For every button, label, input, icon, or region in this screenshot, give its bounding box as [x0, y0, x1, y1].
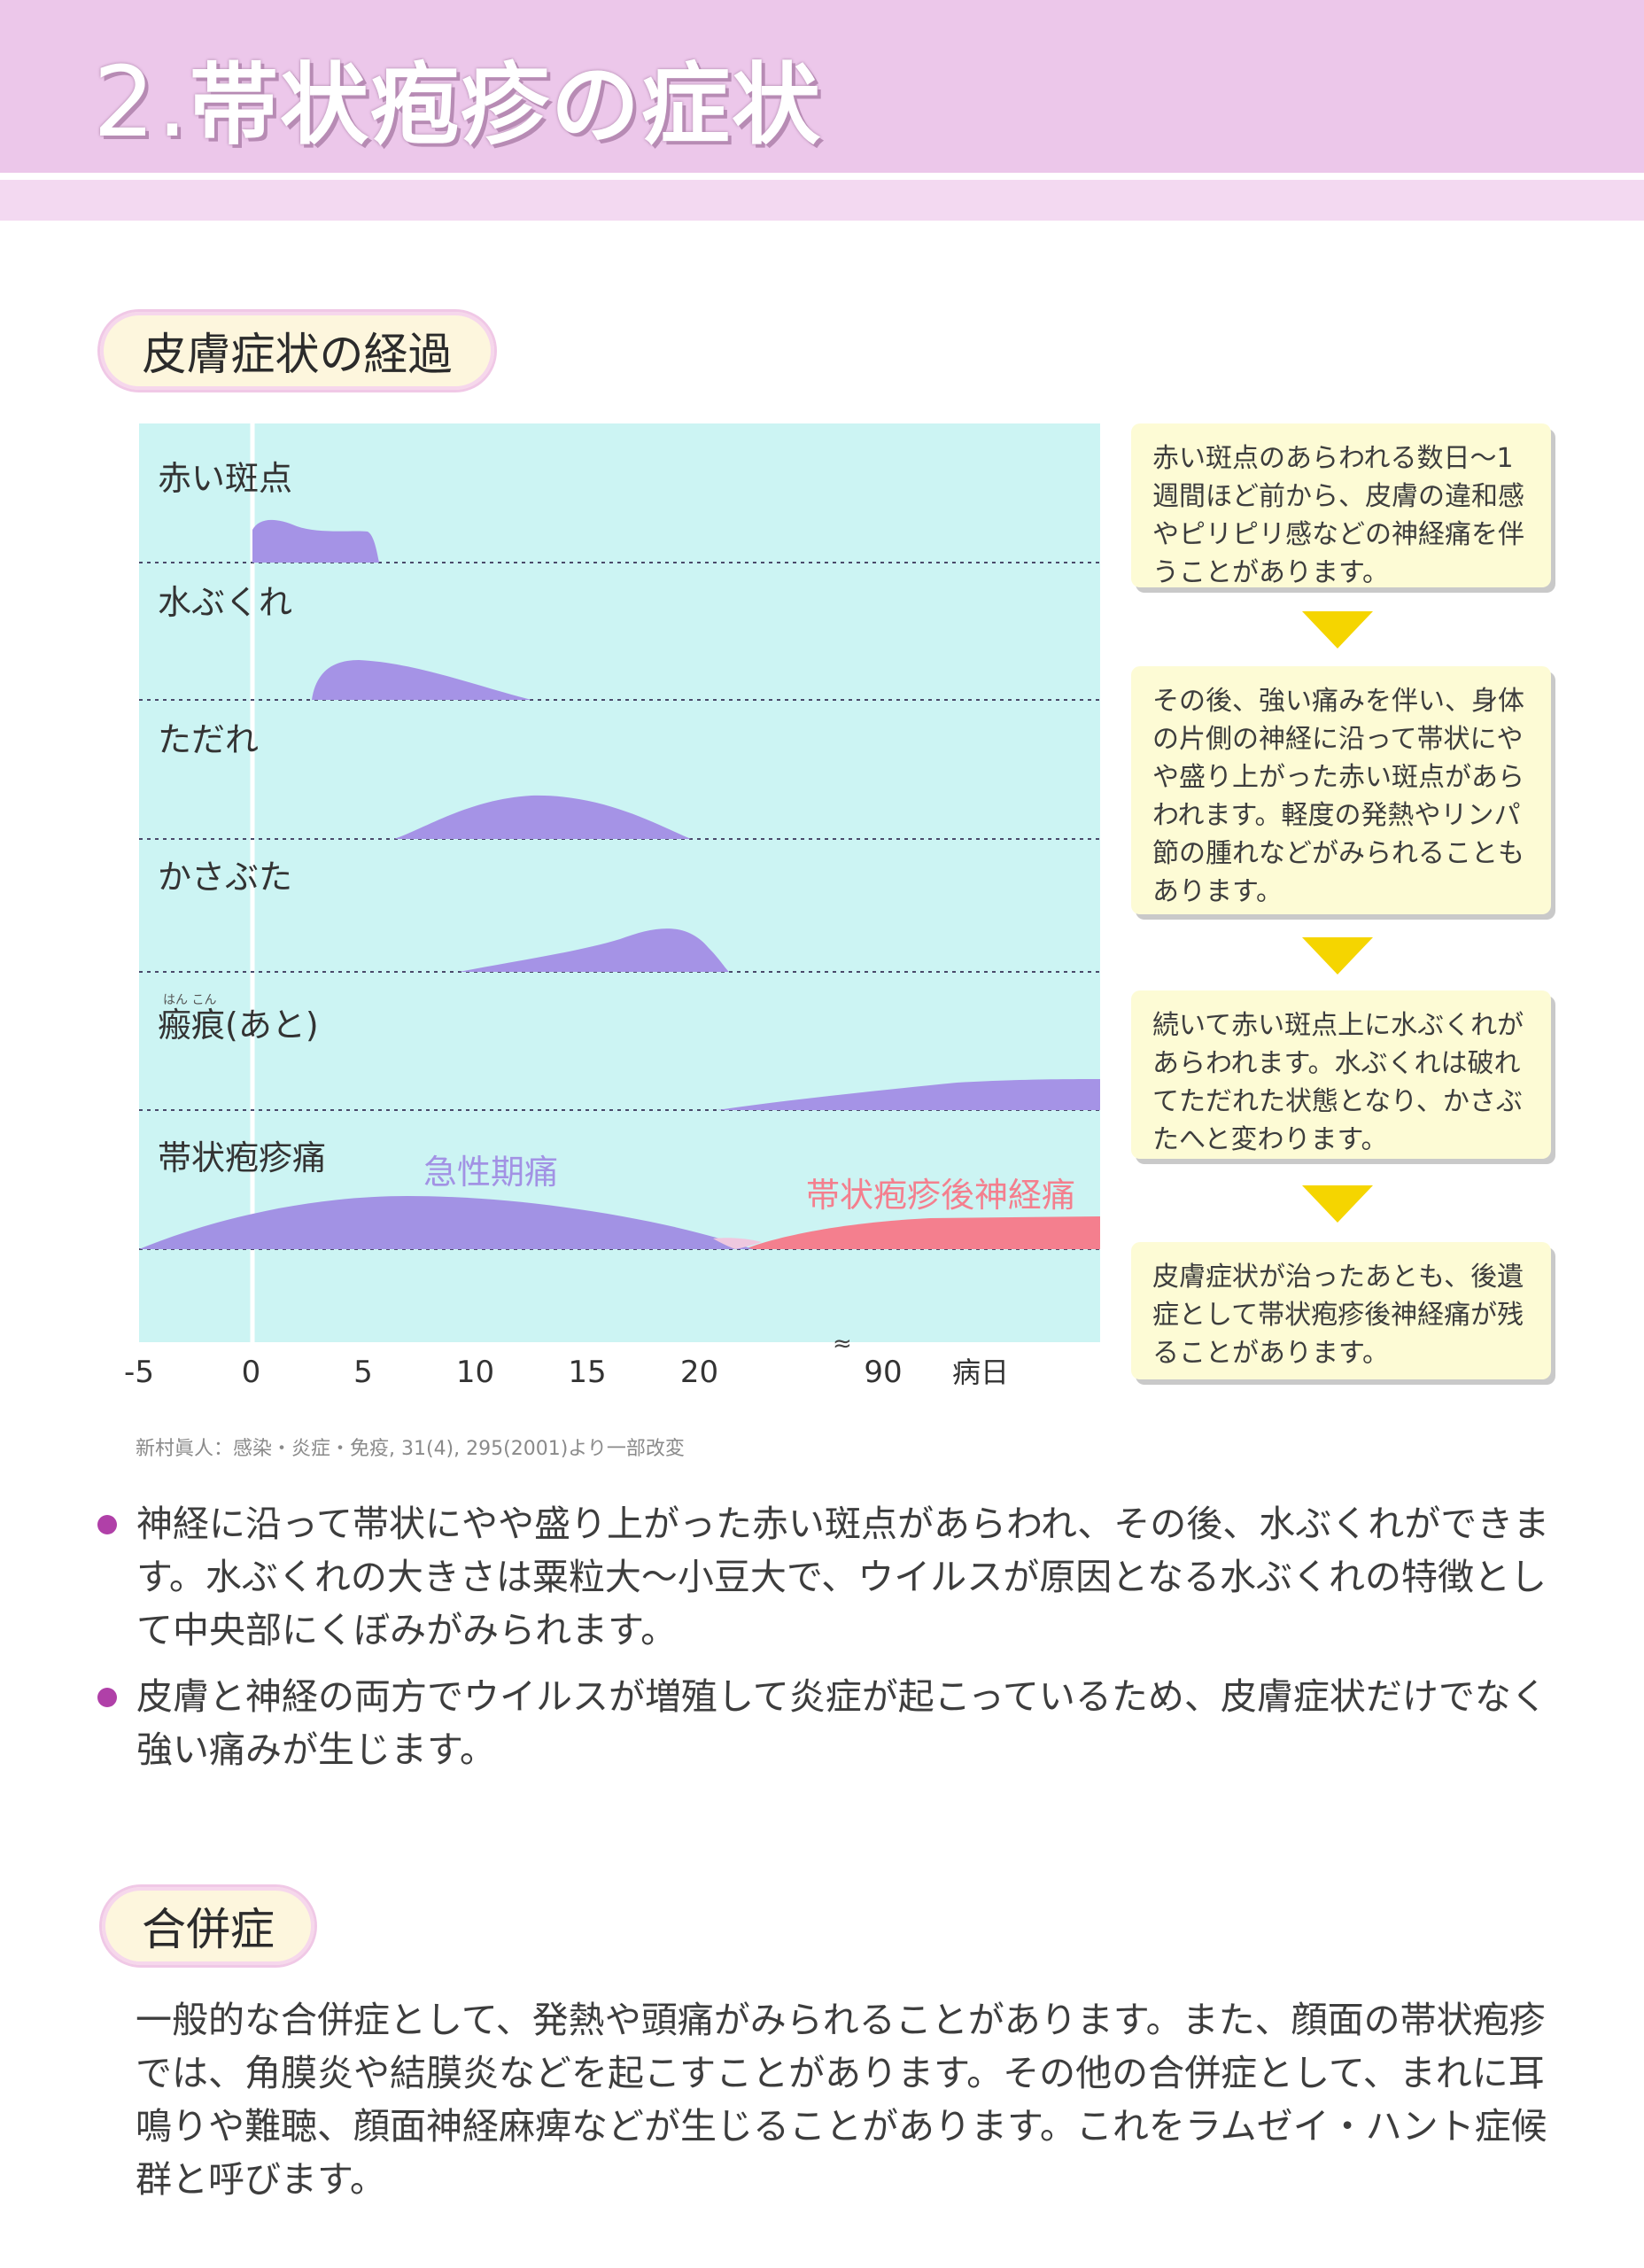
area-pain-overlap — [713, 1238, 762, 1249]
header-divider — [0, 173, 1644, 180]
callout-text-4: 皮膚症状が治ったあとも、後遺症として帯状疱疹後神経痛が残ることがあります。 — [1152, 1262, 1524, 1369]
page-title: 2.帯状疱疹の症状 — [93, 53, 822, 151]
x-tick-label: -5 — [124, 1355, 154, 1390]
bullet-dot-icon — [97, 1688, 117, 1707]
row-label-erosion: ただれ — [158, 720, 259, 759]
x-axis-label: 病日 — [952, 1355, 1009, 1389]
down-arrow-icon — [1302, 611, 1373, 649]
bullet-item-1: 神経に沿って帯状にやや盛り上がった赤い斑点があらわれ、その後、水ぶくれができます… — [97, 1497, 1568, 1657]
down-arrow-icon — [1302, 1185, 1373, 1223]
chart-source-note: 新村眞人：感染・炎症・免疫, 31(4), 295(2001)より一部改変 — [136, 1438, 685, 1460]
area-red-spots — [252, 519, 379, 563]
row-label-scar: 瘢痕(あと) — [158, 1006, 319, 1045]
bullet-text-1: 神経に沿って帯状にやや盛り上がった赤い斑点があらわれ、その後、水ぶくれができます… — [136, 1503, 1550, 1651]
callout-text-2: その後、強い痛みを伴い、身体の片側の神経に沿って帯状にやや盛り上がった赤い斑点が… — [1152, 686, 1524, 907]
callout-box-4: 皮膚症状が治ったあとも、後遺症として帯状疱疹後神経痛が残ることがあります。 — [1131, 1242, 1551, 1379]
complications-paragraph: 一般的な合併症として、発熱や頭痛がみられることがあります。また、顔面の帯状疱疹で… — [136, 1999, 1547, 2201]
row-label-scar-ruby: はん こん — [163, 993, 216, 1007]
row-label-red-spots: 赤い斑点 — [158, 459, 292, 498]
callout-box-3: 続いて赤い斑点上に水ぶくれがあらわれます。水ぶくれは破れてただれた状態となり、か… — [1131, 990, 1551, 1159]
series-label-postherpetic-neuralgia: 帯状疱疹後神経痛 — [806, 1176, 1075, 1215]
row-label-herpes-pain: 帯状疱疹痛 — [158, 1138, 326, 1177]
chart-background — [139, 423, 1100, 1342]
bullet-text-2: 皮膚と神経の両方でウイルスが増殖して炎症が起こっているため、皮膚症状だけでなく強… — [136, 1675, 1547, 1771]
callout-text-3: 続いて赤い斑点上に水ぶくれがあらわれます。水ぶくれは破れてただれた状態となり、か… — [1152, 1010, 1524, 1155]
header-band — [0, 0, 1644, 173]
x-tick-label: 90 — [864, 1355, 902, 1390]
area-scab — [459, 928, 729, 972]
area-scar — [717, 1079, 1100, 1110]
callout-box-2: その後、強い痛みを伴い、身体の片側の神経に沿って帯状にやや盛り上がった赤い斑点が… — [1131, 666, 1551, 914]
section-heading-text: 合併症 — [142, 1904, 275, 1955]
area-erosion — [394, 795, 691, 839]
axis-break-mark: ≈ — [833, 1331, 852, 1357]
section-heading-skin-course: 皮膚症状の経過 — [100, 312, 494, 390]
row-label-scab: かさぶた — [158, 858, 292, 897]
down-arrow-icon — [1302, 937, 1373, 975]
bullet-dot-icon — [97, 1515, 117, 1534]
callout-text-1: 赤い斑点のあらわれる数日～1週間ほど前から、皮膚の違和感やピリピリ感などの神経痛… — [1152, 443, 1524, 588]
section-number: 2. — [93, 45, 190, 159]
area-postherpetic-neuralgia — [744, 1216, 1100, 1249]
section-heading-text: 皮膚症状の経過 — [142, 329, 453, 380]
callout-box-1: 赤い斑点のあらわれる数日～1週間ほど前から、皮膚の違和感やピリピリ感などの神経痛… — [1131, 423, 1551, 588]
area-acute-pain — [139, 1196, 753, 1249]
x-axis-tick-labels: -5 0 5 10 15 20 90 — [124, 1355, 903, 1390]
skin-symptom-timeline-chart: 赤い斑点 水ぶくれ ただれ かさぶた はん こん 瘢痕(あと) 帯状疱疹痛 急性… — [124, 423, 1100, 1390]
section-title: 帯状疱疹の症状 — [189, 53, 822, 157]
x-tick-label: 5 — [353, 1355, 373, 1390]
header-band-lower — [0, 180, 1644, 221]
area-blisters — [312, 660, 531, 700]
x-tick-label: 20 — [680, 1355, 718, 1390]
x-tick-label: 0 — [242, 1355, 261, 1390]
bullet-item-2: 皮膚と神経の両方でウイルスが増殖して炎症が起こっているため、皮膚症状だけでなく強… — [97, 1670, 1568, 1776]
x-tick-label: 10 — [456, 1355, 494, 1390]
series-label-acute-pain: 急性期痛 — [423, 1153, 558, 1192]
x-tick-label: 15 — [568, 1355, 606, 1390]
section-heading-complications: 合併症 — [102, 1887, 314, 1965]
row-label-blisters: 水ぶくれ — [158, 583, 292, 622]
